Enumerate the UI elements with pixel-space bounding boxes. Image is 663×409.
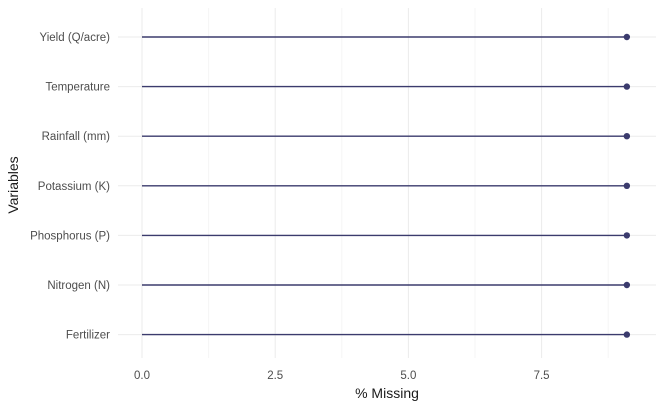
points xyxy=(623,33,631,338)
data-point xyxy=(623,331,631,338)
y-tick-label: Yield (Q/acre) xyxy=(39,32,110,44)
x-axis-title: % Missing xyxy=(355,385,419,401)
y-axis-tick-labels: Yield (Q/acre) Temperature Rainfall (mm) Po… xyxy=(30,32,110,342)
major-gridlines xyxy=(118,8,656,358)
y-tick-label: Rainfall (mm) xyxy=(42,131,111,143)
y-tick-label: Potassium (K) xyxy=(38,181,110,193)
minor-gridlines xyxy=(208,8,609,358)
y-tick-label: Fertilizer xyxy=(66,330,110,342)
x-tick-label: 2.5 xyxy=(267,370,283,382)
stems xyxy=(142,36,627,336)
data-point xyxy=(623,281,631,289)
data-point xyxy=(623,232,631,239)
x-tick-label: 5.0 xyxy=(400,370,416,382)
x-axis-tick-labels: 0.0 2.5 5.0 7.5 xyxy=(134,370,550,382)
data-point xyxy=(623,133,631,140)
data-point xyxy=(623,33,631,41)
x-tick-label: 7.5 xyxy=(534,370,550,382)
data-point xyxy=(623,83,631,90)
y-tick-label: Phosphorus (P) xyxy=(30,230,110,242)
x-tick-label: 0.0 xyxy=(134,370,150,382)
y-axis-title: Variables xyxy=(5,156,21,213)
data-point xyxy=(623,182,631,189)
y-tick-label: Nitrogen (N) xyxy=(47,280,110,292)
y-tick-label: Temperature xyxy=(45,82,110,94)
